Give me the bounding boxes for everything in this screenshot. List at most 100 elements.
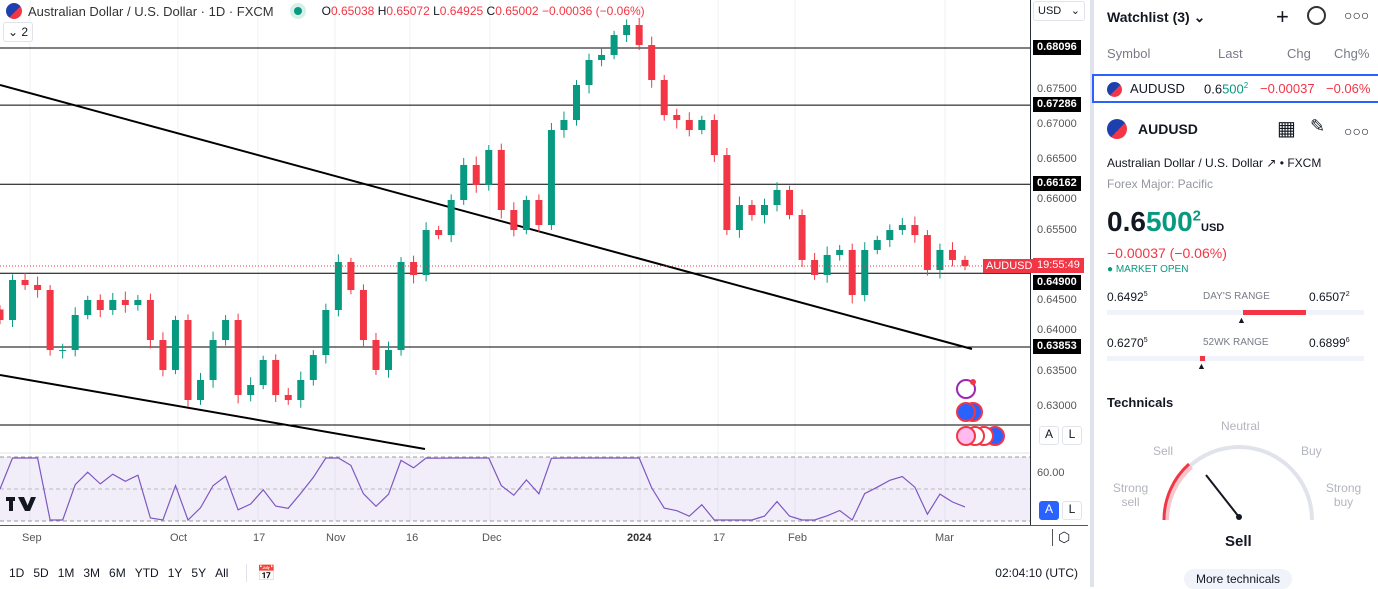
auto-scale-button[interactable]: A (1039, 426, 1059, 445)
range-5y[interactable]: 5Y (191, 565, 207, 580)
detail-change: −0.00037 (−0.06%) (1107, 245, 1227, 261)
candle (422, 230, 430, 275)
utc-clock[interactable]: 02:04:10 (UTC) (995, 565, 1078, 580)
candle (109, 299, 117, 311)
more-technicals-button[interactable]: More technicals (1184, 569, 1293, 589)
column-symbol[interactable]: Symbol (1107, 46, 1151, 61)
range-3m[interactable]: 3M (83, 565, 101, 580)
time-label: Nov (326, 532, 346, 544)
currency-select[interactable]: USD ⌄ (1033, 1, 1085, 21)
day-range-bar: ▲ (1107, 310, 1364, 325)
candle (823, 254, 831, 275)
technicals-gauge (1162, 445, 1314, 521)
rsi-tick: 60.00 (1037, 467, 1065, 480)
row-chgp: −0.06% (1326, 81, 1371, 96)
candle (284, 394, 292, 400)
candle (46, 289, 54, 351)
column-last[interactable]: Last (1218, 46, 1243, 61)
edit-icon[interactable]: ✎ (1310, 116, 1326, 136)
candle (598, 54, 606, 60)
rsi-log-scale-button[interactable]: L (1062, 501, 1082, 520)
candle (735, 205, 743, 231)
time-label: 17 (713, 532, 726, 544)
day-range-low: 0.64925 (1107, 290, 1148, 304)
candle (861, 249, 869, 295)
grid-icon[interactable]: ▦ (1277, 118, 1296, 140)
indicators-toggle[interactable]: ⌄ 2 (3, 22, 33, 42)
candle (435, 230, 443, 236)
level-label: 0.68096 (1033, 39, 1081, 55)
more-options-icon[interactable]: ○○○ (1344, 7, 1370, 23)
watchlist-row[interactable]: AUDUSD 0.65002 −0.00037 −0.06% (1092, 74, 1378, 103)
price-tick: 0.66500 (1037, 153, 1077, 167)
level-label: 0.66162 (1033, 176, 1081, 192)
trendline-lower[interactable] (0, 374, 426, 450)
candle (911, 225, 919, 236)
price-axis[interactable]: USD ⌄ 0.68096 0.67286 0.66162 0.64900 0.6385… (1030, 0, 1088, 525)
candle (936, 249, 944, 270)
trendline-upper[interactable] (0, 84, 973, 350)
pie-chart-icon[interactable] (1307, 6, 1326, 25)
rsi-line (0, 457, 966, 522)
candle (21, 279, 29, 285)
time-axis[interactable]: Sep Oct 17 Nov 16 Dec 2024 17 Feb Mar ⬡ (0, 525, 1088, 550)
range-all[interactable]: All (215, 565, 229, 580)
candle (685, 120, 693, 131)
range-1d[interactable]: 1D (9, 565, 25, 580)
goto-date-calendar-icon[interactable]: 📅 (246, 563, 276, 582)
candle (71, 315, 79, 351)
watchlist-title[interactable]: Watchlist (3) ⌄ (1107, 9, 1206, 25)
price-tick: 0.63500 (1037, 364, 1077, 378)
candle (184, 320, 192, 400)
candle (585, 59, 593, 85)
price-chart[interactable] (0, 0, 1030, 525)
add-symbol-icon[interactable]: + (1276, 4, 1289, 29)
price-tick: 0.63000 (1037, 400, 1077, 414)
technicals-title[interactable]: Technicals (1107, 395, 1174, 410)
range-1y[interactable]: 1Y (167, 565, 183, 580)
au-us-flag-icon (1107, 82, 1122, 97)
right-panel: Watchlist (3) ⌄ + ○○○ Symbol Last Chg Ch… (1090, 0, 1378, 589)
detail-price: 0.65002USD (1107, 206, 1225, 237)
market-status: ● MARKET OPEN (1107, 264, 1189, 275)
price-tick: 0.65500 (1037, 223, 1077, 237)
candle (297, 379, 305, 400)
symbol-title[interactable]: Australian Dollar / U.S. Dollar · 1D · F… (28, 3, 274, 19)
candle (660, 79, 668, 116)
range-1m[interactable]: 1M (57, 565, 75, 580)
gauge-buy: Buy (1301, 444, 1322, 458)
range-6m[interactable]: 6M (109, 565, 126, 580)
time-label: Feb (788, 532, 807, 544)
price-tick: 0.66000 (1037, 193, 1077, 207)
settings-icon[interactable]: ⬡ (1052, 529, 1070, 546)
column-chg[interactable]: Chg (1287, 46, 1311, 61)
price-tick: 0.64500 (1037, 294, 1077, 308)
candle (234, 320, 242, 395)
more-options-icon[interactable]: ○○○ (1344, 123, 1370, 139)
candle (836, 249, 844, 255)
time-label: 2024 (627, 532, 652, 544)
external-link-icon[interactable]: ↗ (1266, 156, 1277, 170)
detail-symbol: AUDUSD (1138, 121, 1198, 137)
range-ytd[interactable]: YTD (134, 565, 159, 580)
gauge-sell: Sell (1153, 444, 1174, 458)
candle (460, 164, 468, 200)
technicals-result: Sell (1225, 533, 1252, 550)
candle (648, 45, 656, 80)
price-tick: 0.67500 (1037, 82, 1077, 96)
event-icons[interactable] (956, 379, 1005, 446)
candle (0, 309, 4, 321)
range-5d[interactable]: 5D (33, 565, 49, 580)
candle (723, 155, 731, 231)
candle (171, 320, 179, 370)
detail-name: Australian Dollar / U.S. Dollar ↗ • FXCM (1107, 156, 1322, 170)
column-chgp[interactable]: Chg% (1334, 46, 1370, 61)
detail-category[interactable]: Forex Major: Pacific (1107, 177, 1214, 191)
rsi-auto-scale-button[interactable]: A (1039, 501, 1059, 520)
candle (222, 320, 230, 341)
gauge-neutral: Neutral (1221, 419, 1260, 433)
time-label: Oct (170, 532, 188, 544)
log-scale-button[interactable]: L (1062, 426, 1082, 445)
wk-range-bar: ▲ (1107, 356, 1364, 371)
candle (121, 299, 129, 305)
